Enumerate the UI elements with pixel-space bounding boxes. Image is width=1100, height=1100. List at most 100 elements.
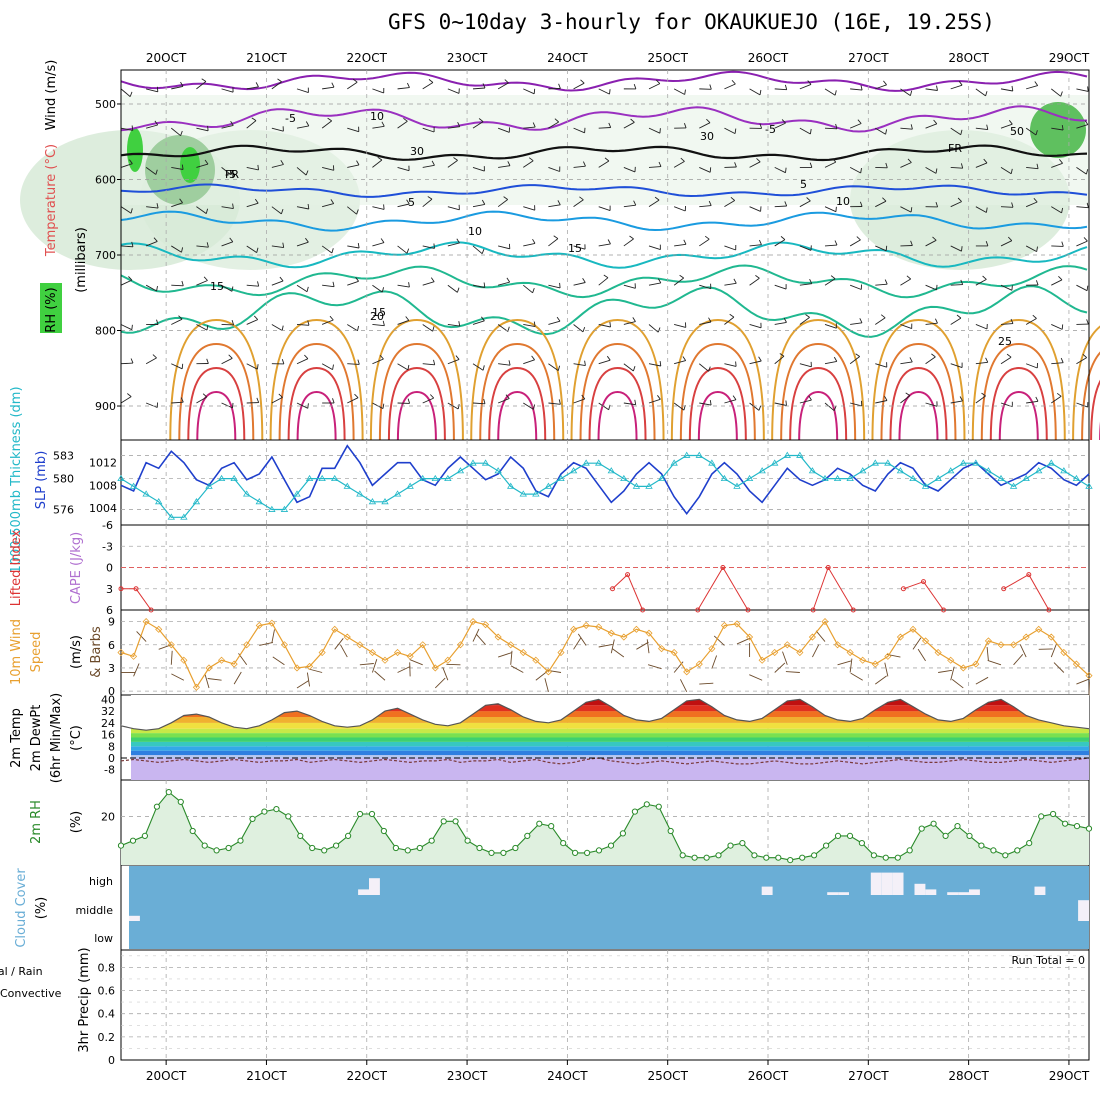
lifted-index-point [920,579,926,585]
wind-barb [1035,280,1039,286]
wind-barb [950,166,963,169]
cloud-axis-label: Cloud Cover [14,868,29,948]
wind-barb [129,91,133,97]
wind-barb [648,363,661,367]
wind10-barb [306,672,311,687]
wind-barb [982,275,987,280]
wind-barb [950,284,963,286]
rh2m-point [189,827,196,835]
wind10-barb [472,628,480,642]
wind-barb [282,242,285,248]
thickness-point [1072,474,1081,482]
isotherm-dome [287,366,346,441]
rh2m-point [560,840,567,847]
wind-barb [498,363,511,366]
wind10-point [268,619,276,627]
rh2m-point [416,844,423,852]
isotherm-dome [1090,379,1100,441]
wind-barb [246,86,259,90]
lifted-index-line [697,566,749,611]
wind-barb [608,404,611,410]
wind-barb [1026,166,1039,170]
wind-barb [372,358,384,365]
wind-barb [985,357,989,363]
wind-barb [604,157,610,162]
wind10-barb [987,659,1002,666]
rh2m-point [727,842,734,849]
isotherm-line [120,70,1088,92]
rh2m-point [894,854,901,861]
wind-barb [580,79,585,84]
wind-barb [181,363,184,369]
wind-barb [623,402,636,406]
rh2m-point [297,832,304,840]
rh2m-point [309,844,316,852]
wind-barb [673,206,686,212]
rh2m-point [584,849,591,857]
wind-barb [271,127,284,132]
wind10-barb [1050,643,1057,658]
wind-barb [330,199,335,204]
rh2m-point [715,852,722,859]
wind-barb [304,354,309,360]
isotherm-dome [178,342,255,441]
wind10-barb [510,665,524,673]
wind10-tick-label: 0 [108,685,115,698]
wind10-barb [207,678,222,681]
wind-barb [684,89,686,95]
wind10-point [632,625,640,633]
wind10-point [494,633,502,641]
wind-barb [986,124,989,130]
cloud-high-bar [881,872,893,895]
wind-barb [321,363,333,370]
wind-barb [422,127,435,133]
rh2m-point [237,837,244,844]
wind-barb [900,324,912,330]
isotherm-dome [196,390,237,441]
wind10-point [419,641,427,649]
wind-barb [849,123,862,129]
wind-barb [849,356,860,365]
thickness-point [745,474,754,482]
thickness-point [494,467,502,474]
wind-barb [975,361,988,365]
wind10-barb [577,633,587,646]
wind-barb [532,238,536,244]
pressure-tick-label: 500 [95,98,116,111]
wind-barb [907,158,912,163]
contour-label: FR [948,142,962,155]
wind-barb [372,284,383,293]
wind-barb [447,242,460,247]
thickness-point [481,459,490,466]
wind10-point [293,664,301,672]
wind-barb [659,128,661,134]
cloud-high-bar [892,872,904,895]
wind-barb [799,200,811,208]
wind-barb [180,81,184,87]
wind10-barb [812,644,820,658]
wind10-barb [815,630,826,642]
wind-barb [347,324,358,332]
wind-barb [960,163,964,169]
wind-barb [749,88,761,96]
wind-barb [749,206,761,212]
wind-barb [523,206,535,211]
wind-barb [1060,91,1063,97]
rh2m-point [380,827,387,835]
wind10-barb [875,675,887,685]
wind-barb [975,88,986,97]
wind-barb [271,245,284,249]
wind-barb [523,402,534,410]
rh2m-point [356,810,364,818]
wind-barb [824,88,836,96]
contour-label: 30 [410,145,424,158]
wind-barb [1035,130,1038,136]
rh2m-point [213,847,220,854]
wind-barb [648,245,661,251]
wind-barb [221,284,233,292]
wind-barb [482,365,485,371]
wind10-barb [372,659,378,673]
wind10-barb [233,671,242,685]
wind-barb [679,274,684,279]
